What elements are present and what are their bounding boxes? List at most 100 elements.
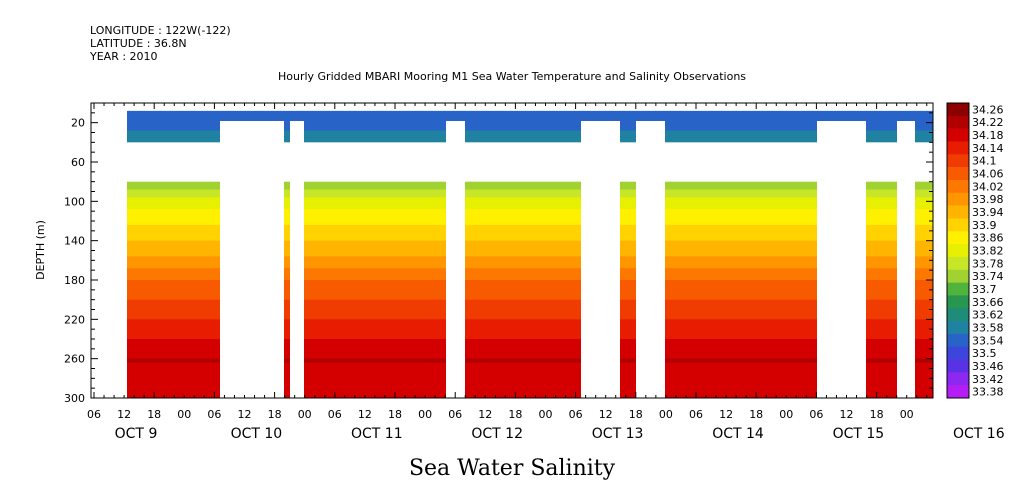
heatmap-band <box>127 256 933 261</box>
colorbar-cell <box>947 359 969 373</box>
heatmap-band <box>127 291 933 297</box>
x-hour-label: 12 <box>599 408 613 421</box>
no-data-gap <box>220 121 284 398</box>
heatmap-band <box>127 276 933 281</box>
heatmap-band <box>127 201 933 206</box>
heatmap-band <box>127 339 933 344</box>
heatmap-band <box>127 114 933 120</box>
colorbar-cell <box>947 244 969 258</box>
x-hour-label: 06 <box>809 408 823 421</box>
colorbar-cell <box>947 192 969 206</box>
colorbar-label: 34.06 <box>972 168 1004 181</box>
colorbar-cell <box>947 167 969 181</box>
heatmap-band <box>127 374 933 379</box>
colorbar-label: 33.5 <box>972 347 997 360</box>
no-data-gap <box>290 121 304 398</box>
heatmap-band <box>127 299 933 305</box>
colorbar-label: 33.46 <box>972 360 1004 373</box>
heatmap-band <box>127 268 933 273</box>
colorbar-label: 33.94 <box>972 206 1004 219</box>
x-hour-label: 06 <box>569 408 583 421</box>
heatmap-band <box>127 307 933 312</box>
no-data-band <box>91 142 933 182</box>
heatmap-band <box>127 130 933 135</box>
x-day-label: OCT 16 <box>953 426 1005 442</box>
heatmap-band <box>127 394 933 399</box>
colorbar-label: 33.66 <box>972 296 1004 309</box>
x-hour-label: 12 <box>478 408 492 421</box>
x-hour-label: 00 <box>779 408 793 421</box>
x-hour-label: 00 <box>298 408 312 421</box>
heatmap-band <box>127 110 933 116</box>
x-axis-title: Sea Water Salinity <box>409 456 616 481</box>
colorbar-label: 34.14 <box>972 142 1004 155</box>
x-hour-label: 18 <box>629 408 643 421</box>
heatmap-band <box>127 311 933 316</box>
year-label: YEAR : 2010 <box>90 50 158 63</box>
heatmap-band <box>127 228 933 234</box>
x-hour-label: 00 <box>418 408 432 421</box>
longitude-label: LONGITUDE : 122W(-122) <box>90 24 231 37</box>
colorbar-label: 34.26 <box>972 103 1004 116</box>
no-data-gap <box>581 121 620 398</box>
x-hour-label: 18 <box>870 408 884 421</box>
colorbar-cell <box>947 103 969 117</box>
x-day-label: OCT 15 <box>833 426 885 442</box>
y-tick-label: 140 <box>64 235 85 248</box>
heatmap-band <box>127 272 933 277</box>
no-data-gap <box>636 121 665 398</box>
heatmap-band <box>127 122 933 128</box>
x-hour-label: 12 <box>238 408 252 421</box>
y-tick-label: 260 <box>64 353 85 366</box>
colorbar-cell <box>947 308 969 322</box>
heatmap-band <box>127 118 933 124</box>
x-day-label: OCT 13 <box>592 426 644 442</box>
x-hour-label: 12 <box>719 408 733 421</box>
heatmap-band <box>127 134 933 139</box>
y-axis: 20 60 100 140 180 220 260 300 <box>64 112 933 405</box>
heatmap-band <box>127 197 933 202</box>
y-axis-label: DEPTH (m) <box>34 220 47 280</box>
colorbar-cell <box>947 205 969 219</box>
x-hour-label: 00 <box>659 408 673 421</box>
heatmap-band <box>127 378 933 383</box>
colorbar-label: 33.38 <box>972 386 1004 399</box>
heatmap-band <box>127 138 933 143</box>
colorbar-cell <box>947 372 969 386</box>
colorbar-label: 34.02 <box>972 180 1004 193</box>
x-day-label: OCT 11 <box>351 426 403 442</box>
heatmap-band <box>127 315 933 320</box>
x-hour-label: 18 <box>388 408 402 421</box>
colorbar-label: 33.62 <box>972 309 1004 322</box>
heatmap-band <box>127 366 933 371</box>
colorbar-cell <box>947 179 969 194</box>
colorbar-cell <box>947 385 969 399</box>
heatmap-band <box>127 248 933 253</box>
heatmap-band <box>127 126 933 132</box>
colorbar-label: 33.74 <box>972 270 1004 283</box>
heatmap-band <box>127 331 933 336</box>
heatmap-band <box>127 346 933 352</box>
no-data-gap <box>446 121 465 398</box>
heatmap-band <box>127 189 933 194</box>
x-hour-label: 18 <box>147 408 161 421</box>
heatmap-band <box>127 224 933 230</box>
x-hour-label: 00 <box>177 408 191 421</box>
x-hour-label: 18 <box>749 408 763 421</box>
heatmap-band <box>127 327 933 332</box>
colorbar-label: 33.86 <box>972 232 1004 245</box>
colorbar-cell <box>947 295 969 309</box>
latitude-label: LATITUDE : 36.8N <box>90 37 187 50</box>
colorbar-label: 33.9 <box>972 219 997 232</box>
x-hour-label: 06 <box>448 408 462 421</box>
colorbar-cell <box>947 321 969 335</box>
heatmap-band <box>127 236 933 242</box>
heatmap-band <box>127 362 933 368</box>
heatmap-band <box>127 217 933 222</box>
x-hour-label: 06 <box>328 408 342 421</box>
y-tick-label: 180 <box>64 274 85 287</box>
heatmap-band <box>127 323 933 328</box>
heatmap-band <box>127 209 933 214</box>
heatmap-band <box>127 193 933 198</box>
heatmap-band <box>127 221 933 226</box>
